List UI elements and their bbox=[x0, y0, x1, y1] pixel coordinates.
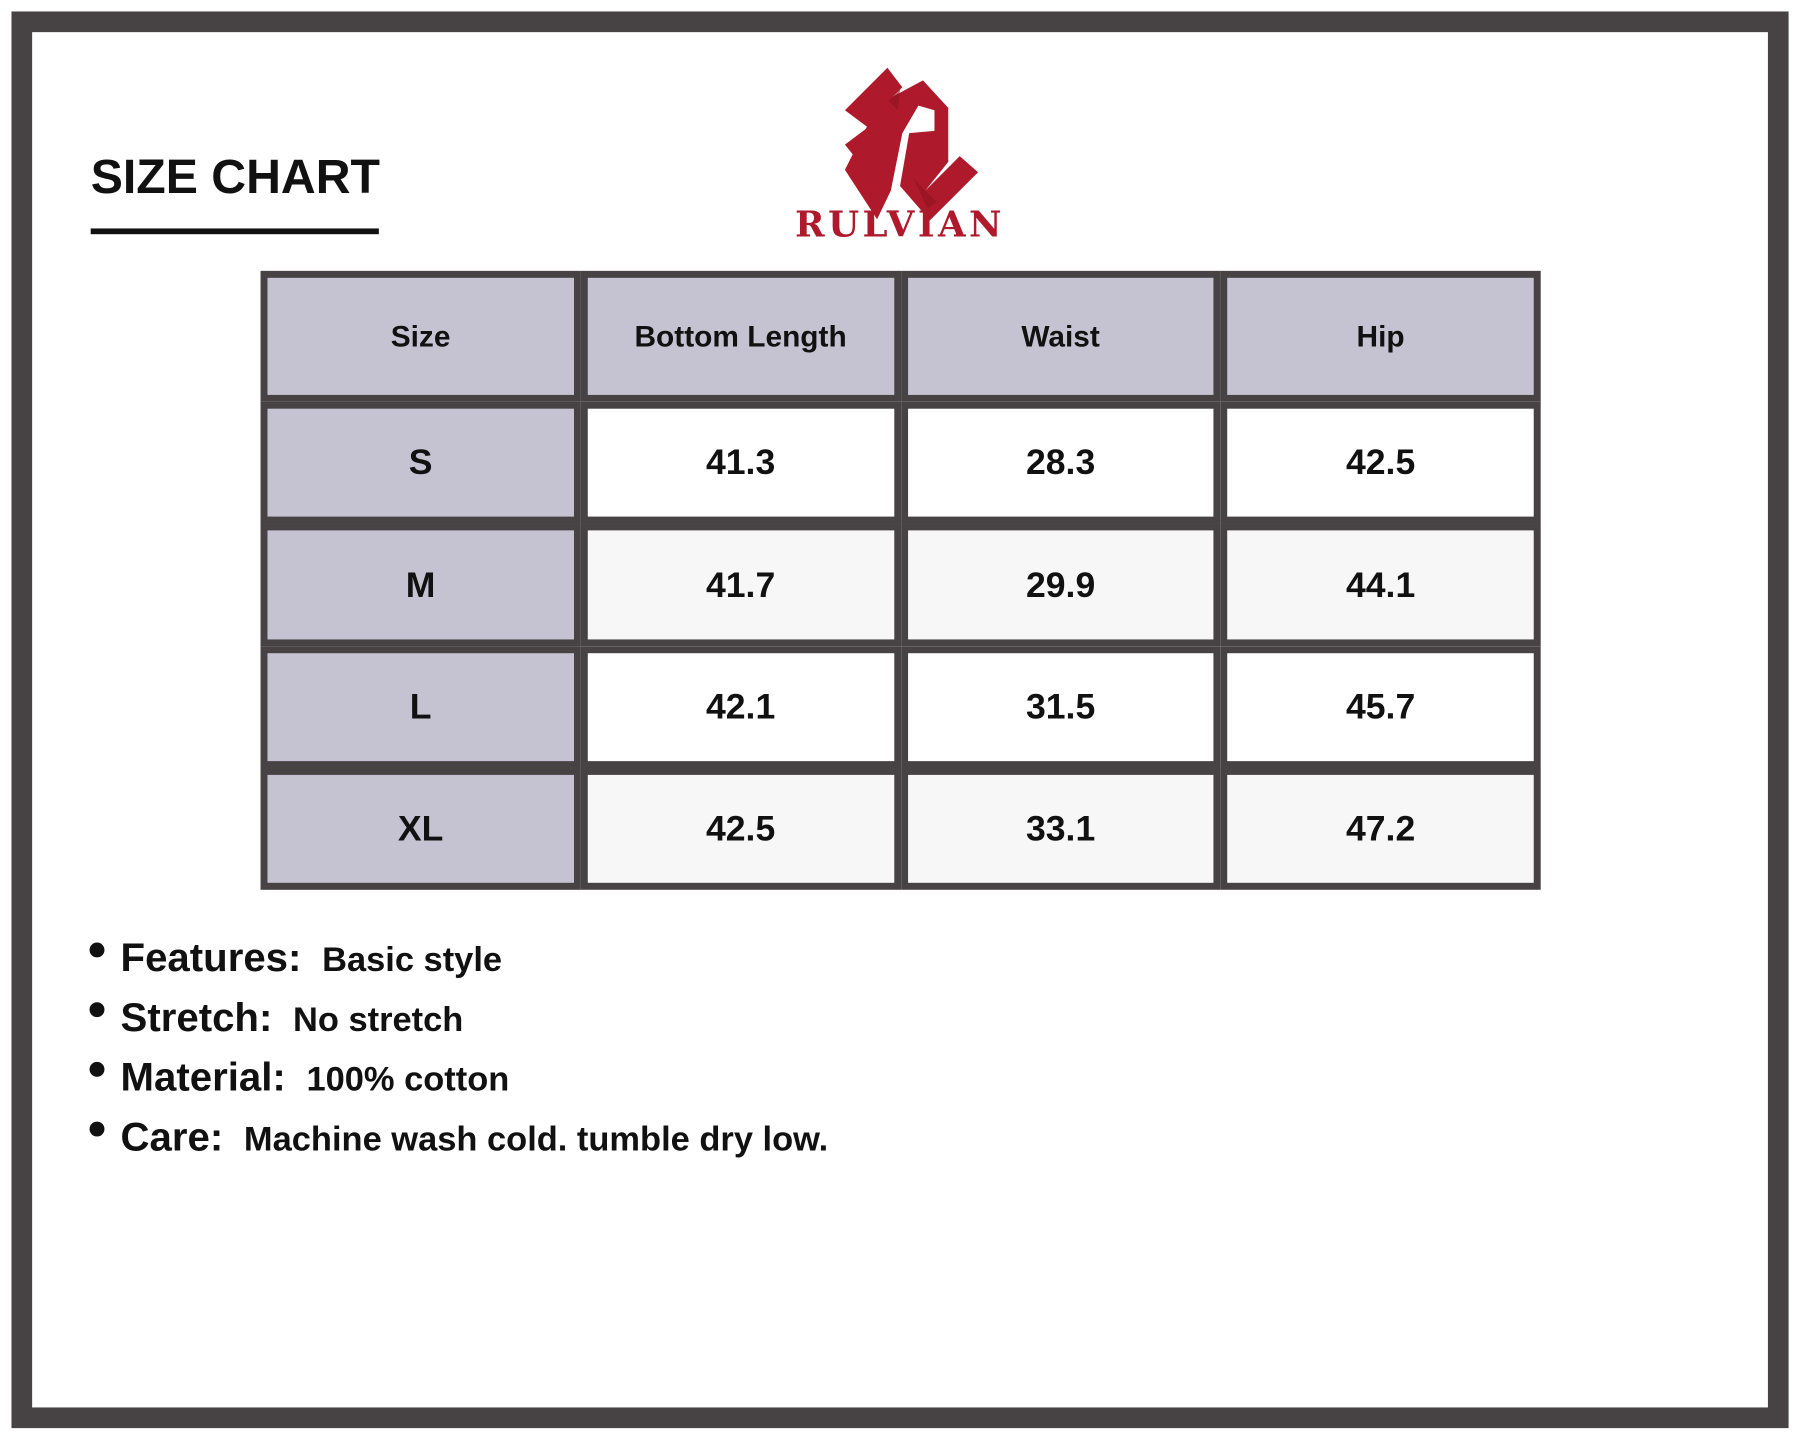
note-material: Material: 100% cotton bbox=[89, 1055, 829, 1115]
brand-logo-icon bbox=[844, 67, 979, 221]
table-header-row: Size Bottom Length Waist Hip bbox=[260, 270, 1541, 403]
table-row: L 42.1 31.5 45.7 bbox=[260, 645, 1541, 768]
cell-waist: 31.5 bbox=[900, 645, 1221, 768]
cell-hip: 42.5 bbox=[1220, 402, 1541, 525]
cell-size: S bbox=[260, 402, 581, 525]
note-value: No stretch bbox=[293, 1001, 464, 1039]
note-label: Features: bbox=[120, 935, 302, 981]
cell-hip: 47.2 bbox=[1220, 767, 1541, 890]
note-care: Care: Machine wash cold. tumble dry low. bbox=[89, 1114, 829, 1175]
bullet-icon bbox=[89, 1061, 105, 1077]
cell-bottom-length: 41.3 bbox=[580, 402, 901, 525]
header-size: Size bbox=[260, 270, 581, 403]
header-bottom-length: Bottom Length bbox=[580, 270, 901, 403]
cell-bottom-length: 42.1 bbox=[580, 645, 901, 768]
note-label: Stretch: bbox=[120, 995, 273, 1041]
product-notes: Features: Basic style Stretch: No stretc… bbox=[89, 935, 829, 1175]
page-title: SIZE CHART bbox=[90, 149, 380, 204]
header-hip: Hip bbox=[1220, 270, 1541, 403]
brand-name: RULVIAN bbox=[795, 204, 1005, 246]
note-value: Basic style bbox=[322, 941, 503, 980]
cell-size: L bbox=[260, 645, 581, 768]
table-row: M 41.7 29.9 44.1 bbox=[260, 524, 1541, 646]
bullet-icon bbox=[89, 1002, 105, 1018]
note-value: Machine wash cold. tumble dry low. bbox=[243, 1120, 829, 1159]
cell-waist: 29.9 bbox=[900, 524, 1221, 646]
cell-hip: 44.1 bbox=[1220, 524, 1541, 646]
note-features: Features: Basic style bbox=[89, 935, 829, 996]
bullet-icon bbox=[89, 942, 105, 958]
cell-size: XL bbox=[260, 767, 581, 890]
note-stretch: Stretch: No stretch bbox=[89, 995, 829, 1055]
note-value: 100% cotton bbox=[306, 1060, 510, 1099]
note-label: Material: bbox=[120, 1055, 286, 1100]
size-table: Size Bottom Length Waist Hip S 41.3 28.3… bbox=[260, 270, 1541, 890]
header-waist: Waist bbox=[900, 270, 1221, 403]
cell-waist: 33.1 bbox=[900, 767, 1221, 890]
note-label: Care: bbox=[120, 1114, 224, 1160]
cell-size: M bbox=[260, 524, 581, 646]
cell-waist: 28.3 bbox=[900, 402, 1221, 525]
table-row: XL 42.5 33.1 47.2 bbox=[260, 767, 1541, 890]
cell-hip: 45.7 bbox=[1220, 645, 1541, 768]
bullet-icon bbox=[89, 1121, 105, 1137]
cell-bottom-length: 42.5 bbox=[580, 767, 901, 890]
cell-bottom-length: 41.7 bbox=[580, 524, 901, 646]
title-underline bbox=[90, 228, 379, 235]
table-row: S 41.3 28.3 42.5 bbox=[260, 402, 1541, 525]
